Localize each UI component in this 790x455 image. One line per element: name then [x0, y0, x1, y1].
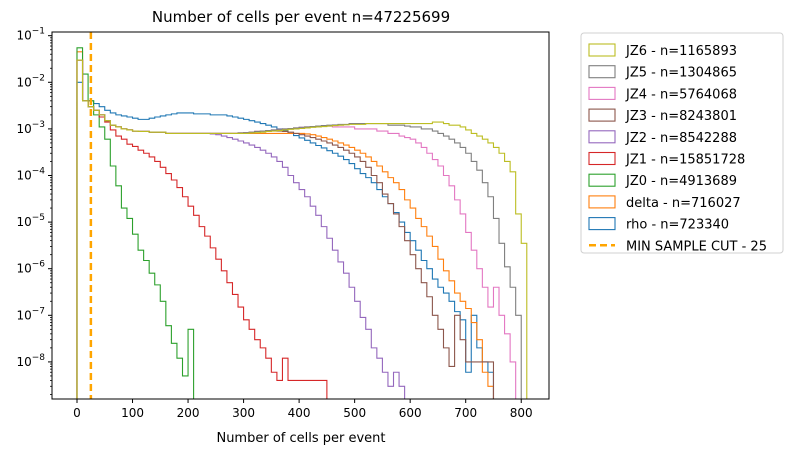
x-tick-label: 800 — [510, 406, 533, 420]
y-tick-label: 10−1 — [16, 27, 45, 43]
legend-label: JZ5 - n=1304865 — [625, 66, 737, 81]
y-tick-label: 10−7 — [16, 306, 45, 322]
y-tick-label: 10−2 — [16, 73, 45, 89]
series-jz0-line — [76, 47, 195, 399]
legend-label: JZ3 - n=8243801 — [625, 109, 737, 124]
legend-swatch — [588, 86, 616, 100]
y-tick-label: 10−8 — [16, 353, 45, 369]
series-jz3-line — [76, 59, 495, 399]
y-tick-label: 10−3 — [16, 120, 45, 136]
y-tick-label: 10−5 — [16, 213, 45, 229]
legend-label: JZ2 - n=8542288 — [625, 131, 737, 146]
legend-swatch — [588, 65, 616, 79]
x-tick-label: 0 — [73, 406, 81, 420]
legend-label: MIN SAMPLE CUT - 25 — [626, 239, 767, 254]
legend: JZ6 - n=1165893 JZ5 - n=1304865 JZ4 - n=57… — [580, 32, 784, 254]
series-jz2-line — [76, 59, 406, 399]
chart-title: Number of cells per event n=47225699 — [152, 8, 450, 26]
x-tick-label: 400 — [288, 406, 311, 420]
legend-swatch — [588, 173, 616, 187]
legend-swatch — [588, 217, 616, 231]
legend-swatch — [588, 108, 616, 122]
legend-label: rho - n=723340 — [626, 218, 729, 233]
legend-swatch — [588, 43, 616, 57]
y-tick-label: 10−4 — [16, 166, 45, 182]
legend-label: JZ4 - n=5764068 — [625, 87, 737, 102]
legend-label: JZ1 - n=15851728 — [625, 153, 745, 168]
legend-label: JZ0 - n=4913689 — [625, 174, 737, 189]
legend-swatch — [588, 130, 616, 144]
legend-swatch — [588, 195, 616, 209]
series-jz4-line — [76, 59, 517, 399]
x-tick-label: 100 — [121, 406, 144, 420]
x-tick-label: 700 — [454, 406, 477, 420]
series-jz6-line — [76, 59, 528, 399]
series-jz1-line — [76, 59, 328, 399]
x-axis-label: Number of cells per event — [216, 431, 385, 446]
plot-frame — [51, 31, 550, 400]
legend-frame — [580, 32, 784, 254]
x-tick-label: 500 — [343, 406, 366, 420]
legend-label: delta - n=716027 — [626, 196, 741, 211]
series-delta-line — [76, 51, 495, 399]
x-tick-label: 300 — [232, 406, 255, 420]
y-tick-label: 10−6 — [16, 260, 45, 276]
legend-swatch — [588, 151, 616, 166]
series-layer — [76, 47, 528, 399]
series-rho-line — [76, 81, 495, 399]
x-tick-label: 600 — [399, 406, 422, 420]
x-axis: 0 100 200 300 400 500 600 700 800 — [73, 399, 533, 420]
x-tick-label: 200 — [177, 406, 200, 420]
y-axis: 10−8 10−7 10−6 10−5 10−4 10−3 10−2 10−1 — [16, 27, 52, 395]
legend-label: JZ6 - n=1165893 — [625, 44, 737, 59]
